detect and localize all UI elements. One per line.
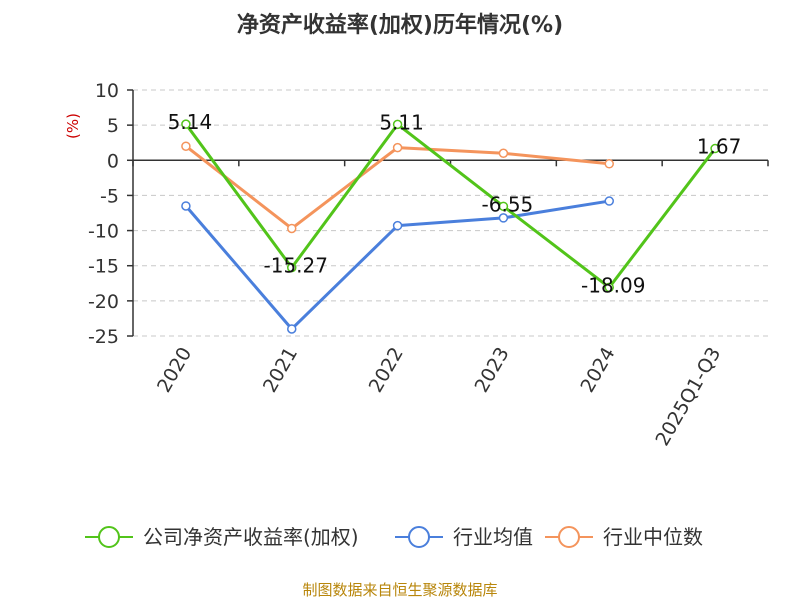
series-point bbox=[604, 196, 614, 206]
series-line bbox=[184, 145, 610, 230]
y-tick-label: -15 bbox=[88, 256, 119, 278]
series-point bbox=[287, 223, 297, 234]
y-tick-label: 10 bbox=[95, 80, 119, 102]
x-tick-label: 2025Q1-Q3 bbox=[651, 344, 725, 450]
series-point bbox=[181, 119, 191, 129]
source-note: 制图数据来自恒生聚源数据库 bbox=[302, 581, 497, 599]
y-tick-label: -10 bbox=[88, 221, 119, 243]
x-tick-label: 2024 bbox=[576, 344, 619, 397]
legend-label: 公司净资产收益率(加权) bbox=[143, 525, 359, 549]
x-tick-label: 2020 bbox=[153, 344, 196, 397]
legend-swatch-marker bbox=[408, 526, 430, 548]
series-point bbox=[392, 220, 403, 231]
series-point bbox=[392, 119, 403, 130]
data-label: 1.67 bbox=[697, 135, 742, 159]
legend-swatch-marker bbox=[558, 526, 580, 548]
series-point bbox=[287, 324, 297, 334]
data-label-layer: 5.14 -15.27 5.11 -6.55 -18.09 1.67 bbox=[168, 110, 742, 297]
legend: 公司净资产收益率(加权) 行业均值 行业中位数 bbox=[85, 525, 703, 549]
series-point bbox=[498, 201, 509, 212]
series-point bbox=[181, 141, 191, 151]
y-tick-label: -20 bbox=[88, 291, 119, 313]
data-label: -6.55 bbox=[482, 192, 534, 216]
data-label: 5.14 bbox=[168, 110, 213, 134]
data-label: -18.09 bbox=[581, 273, 645, 297]
series-line bbox=[184, 199, 610, 331]
series-point bbox=[287, 262, 297, 273]
data-label: -15.27 bbox=[264, 254, 328, 278]
x-tick-label: 2022 bbox=[365, 344, 408, 397]
series-point bbox=[181, 201, 191, 211]
y-tick-label: -25 bbox=[88, 326, 119, 348]
series-point bbox=[604, 282, 614, 293]
series-layer bbox=[181, 119, 720, 334]
legend-swatch-marker bbox=[98, 526, 120, 548]
series-point bbox=[710, 143, 720, 154]
axis-layer: 10 5 0 -5 -10 -15 -20 -25 2020 2021 2022 2023 2024 20… bbox=[88, 80, 769, 450]
series-point bbox=[604, 159, 614, 169]
x-tick-label: 2021 bbox=[259, 344, 302, 397]
grid-layer bbox=[133, 89, 768, 337]
legend-label: 行业均值 bbox=[453, 525, 533, 549]
series-point bbox=[392, 142, 403, 153]
chart-title: 净资产收益率(加权)历年情况(%) bbox=[237, 12, 563, 38]
data-label: 5.11 bbox=[379, 110, 424, 134]
series-point bbox=[498, 213, 509, 223]
y-tick-label: 0 bbox=[107, 150, 119, 172]
y-axis-unit: (%) bbox=[64, 113, 82, 139]
y-tick-label: -5 bbox=[100, 185, 119, 207]
y-tick-label: 5 bbox=[107, 115, 119, 137]
legend-label: 行业中位数 bbox=[603, 525, 703, 549]
series-line bbox=[184, 122, 717, 289]
series-point bbox=[498, 148, 509, 159]
x-tick-label: 2023 bbox=[471, 343, 514, 396]
